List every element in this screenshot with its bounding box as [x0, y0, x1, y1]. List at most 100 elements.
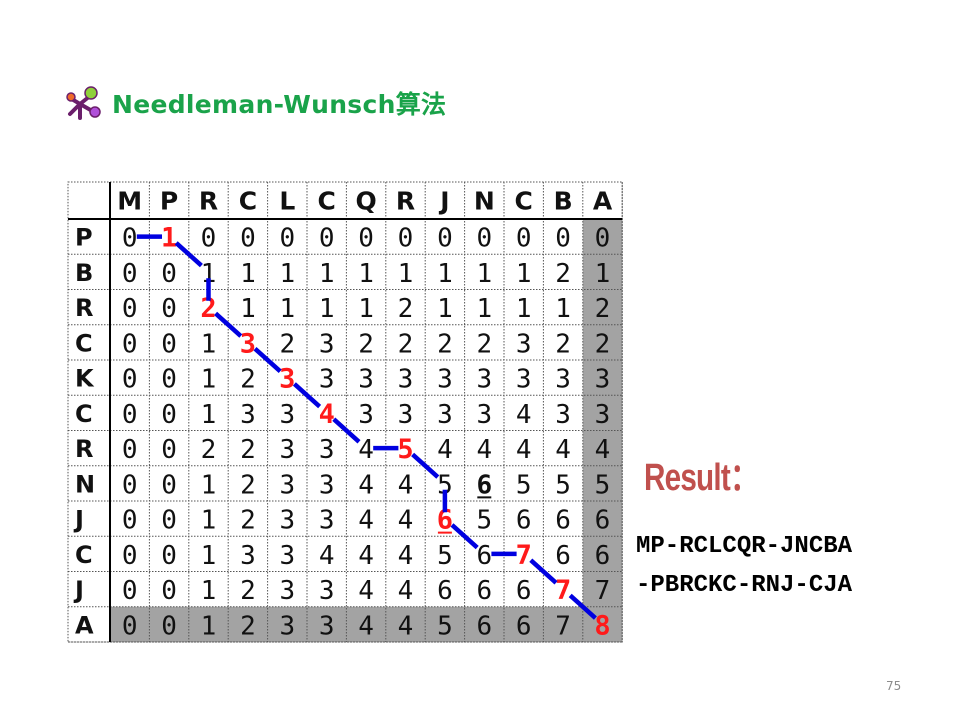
- cell-value: 3: [319, 506, 335, 536]
- cell-value: 2: [240, 470, 256, 500]
- cell-value: 3: [240, 541, 256, 571]
- cell-value: 0: [122, 470, 138, 500]
- cell-value: 2: [555, 329, 571, 359]
- cell-value: 2: [240, 611, 256, 641]
- highlighted-cell-value: 3: [279, 364, 295, 395]
- cell-value: 1: [201, 576, 217, 606]
- cell-value: 2: [240, 506, 256, 536]
- highlighted-cell-value: 4: [319, 399, 335, 430]
- cell-value: 2: [398, 329, 414, 359]
- alignment-line-2: -PBRCKC-RNJ-CJA: [636, 572, 853, 599]
- cell-value: 3: [319, 435, 335, 465]
- cell-value: 5: [555, 470, 571, 500]
- cell-value: 6: [437, 576, 453, 606]
- cell-value: 0: [595, 224, 611, 254]
- cell-value: 3: [437, 400, 453, 430]
- cell-value: 3: [279, 541, 295, 571]
- traceback-path-segment: [450, 523, 479, 550]
- cell-value: 1: [240, 259, 256, 289]
- cell-value: 2: [240, 576, 256, 606]
- title-text: Needleman-Wunsch算法: [112, 90, 447, 119]
- highlighted-cell-value: 2: [200, 293, 216, 324]
- column-header: Q: [355, 187, 376, 216]
- cell-value: 2: [201, 435, 217, 465]
- cell-value: 1: [398, 259, 414, 289]
- highlighted-cell-value: 3: [240, 328, 256, 359]
- highlighted-cell-value: 6: [437, 505, 453, 536]
- cell-value: 5: [437, 611, 453, 641]
- cell-value: 6: [555, 541, 571, 571]
- cell-value: 1: [279, 294, 295, 324]
- cell-value: 2: [555, 259, 571, 289]
- row-header: N: [75, 470, 95, 498]
- column-header: C: [239, 187, 257, 216]
- cell-value: 1: [279, 259, 295, 289]
- column-header: N: [474, 187, 495, 216]
- highlighted-cell-value: 5: [397, 434, 413, 465]
- cell-value: 4: [358, 576, 374, 606]
- cell-value: 1: [595, 259, 611, 289]
- cell-value: 3: [279, 506, 295, 536]
- cell-value: 0: [122, 576, 138, 606]
- row-header: R: [75, 435, 93, 463]
- cell-value: 3: [279, 470, 295, 500]
- cell-value: 4: [358, 470, 374, 500]
- traceback-path-segment: [332, 417, 361, 444]
- cell-value: 1: [437, 294, 453, 324]
- cell-value: 1: [201, 541, 217, 571]
- cell-value: 0: [161, 541, 177, 571]
- cell-value: 5: [437, 541, 453, 571]
- column-header: C: [515, 187, 533, 216]
- cell-value: 2: [476, 329, 492, 359]
- cell-value: 1: [201, 611, 217, 641]
- molecule-bullet-icon: [66, 86, 101, 120]
- cell-value: 2: [595, 329, 611, 359]
- cell-value: 6: [476, 541, 492, 571]
- cell-value: 0: [358, 224, 374, 254]
- cell-value: 3: [555, 400, 571, 430]
- cell-value: 4: [398, 470, 414, 500]
- row-header: B: [75, 259, 93, 287]
- cell-value: 5: [595, 470, 611, 500]
- cell-value: 1: [201, 365, 217, 395]
- traceback-path-segment: [529, 558, 558, 585]
- cell-value: 4: [358, 611, 374, 641]
- cell-value: 2: [279, 329, 295, 359]
- cell-value: 1: [201, 506, 217, 536]
- cell-value: 2: [437, 329, 453, 359]
- cell-value: 6: [516, 506, 532, 536]
- cell-value: 0: [161, 294, 177, 324]
- cell-value: 3: [398, 400, 414, 430]
- cell-value: 0: [437, 224, 453, 254]
- cell-value: 4: [358, 506, 374, 536]
- highlighted-cell-value: 8: [594, 610, 610, 641]
- cell-value: 2: [398, 294, 414, 324]
- cell-value: 3: [279, 576, 295, 606]
- shaded-row: [110, 606, 623, 642]
- cell-value: 0: [161, 400, 177, 430]
- cell-value: 0: [319, 224, 335, 254]
- slide-title: Needleman-Wunsch算法: [64, 84, 446, 122]
- cell-value: 3: [555, 365, 571, 395]
- cell-value: 0: [398, 224, 414, 254]
- cell-value: 4: [555, 435, 571, 465]
- cell-value: 0: [516, 224, 532, 254]
- cell-value: 3: [476, 365, 492, 395]
- cell-value: 3: [516, 365, 532, 395]
- cell-value: 0: [201, 224, 217, 254]
- cell-value: 3: [358, 365, 374, 395]
- cell-value: 7: [595, 576, 611, 606]
- column-header: M: [117, 187, 142, 216]
- cell-value: 3: [319, 365, 335, 395]
- cell-value: 0: [240, 224, 256, 254]
- cell-value: 3: [319, 329, 335, 359]
- traceback-path-segment: [253, 347, 282, 373]
- cell-value: 0: [161, 470, 177, 500]
- cell-value: 0: [161, 506, 177, 536]
- cell-value: 0: [122, 611, 138, 641]
- cell-value: 1: [358, 259, 374, 289]
- row-header: A: [75, 611, 94, 639]
- cell-value: 0: [161, 365, 177, 395]
- row-header: C: [75, 329, 93, 357]
